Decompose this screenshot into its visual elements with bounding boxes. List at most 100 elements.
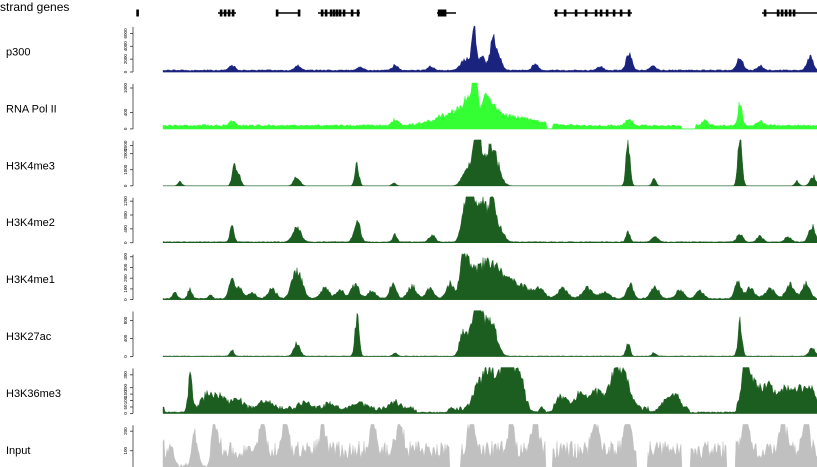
y-tick-label: 50 (123, 404, 128, 410)
gene-exon (320, 9, 324, 17)
gene-exon (612, 9, 616, 17)
track-label: p300 (6, 47, 30, 59)
gene-exon (297, 9, 301, 17)
y-tick-label: 0 (123, 70, 128, 73)
y-tick-label: 400 (123, 225, 128, 233)
gene-exon (619, 9, 623, 17)
gene-exon (763, 9, 767, 17)
track-label: H3K4me1 (6, 274, 55, 286)
y-tick-label: 6000 (123, 28, 128, 39)
y-tick-label: 2000 (123, 54, 128, 65)
track-label: H3K27ac (6, 331, 52, 343)
gene-exon (792, 9, 796, 17)
y-tick-label: 1000 (123, 82, 128, 93)
y-tick-label: 200 (123, 427, 128, 435)
gene-exon (231, 9, 235, 17)
signal-area (163, 139, 817, 186)
signal-area (162, 25, 817, 73)
gene-exon (563, 9, 567, 17)
gene-exon (338, 9, 342, 17)
y-tick-label: 400 (123, 334, 128, 342)
gene-exon (441, 9, 445, 17)
y-tick-label: 4000 (123, 41, 128, 52)
signal-area (162, 82, 817, 130)
gene-model (275, 9, 301, 17)
gene-track-label: strand genes (0, 0, 69, 14)
y-tick-label: 0 (123, 355, 128, 358)
gene-exon (223, 9, 227, 17)
signal-area (162, 196, 817, 243)
gene-exon (329, 9, 333, 17)
y-tick-label: 400 (123, 108, 128, 116)
gene-exon (574, 9, 578, 17)
signal-area (162, 253, 817, 300)
track-label: Input (6, 445, 30, 457)
gene-model (218, 9, 236, 17)
y-tick-label: 100 (123, 285, 128, 293)
y-tick-label: 200 (123, 274, 128, 282)
y-tick-label: 0 (123, 127, 128, 130)
gene-exon (788, 9, 792, 17)
y-tick-label: 800 (123, 316, 128, 324)
gene-exon (136, 9, 139, 17)
track-label: H3K36me3 (6, 388, 61, 400)
gene-track: strand genes (0, 0, 817, 17)
gene-exon (627, 9, 631, 17)
y-tick-label: 0 (123, 412, 128, 415)
signal-area (162, 310, 817, 357)
gene-exon (776, 9, 780, 17)
gene-exon (780, 9, 784, 17)
y-tick-label: 0 (123, 298, 128, 301)
y-tick-label: 0 (123, 184, 128, 187)
y-tick-label: 150 (123, 390, 128, 398)
gene-exon (350, 9, 354, 17)
gene-exon (443, 9, 447, 17)
track-h3k27ac: H3K27ac 0 400 800 (6, 310, 817, 358)
gene-exon (554, 9, 558, 17)
gene-exon (599, 9, 603, 17)
track-p300: p300 0 2000 4000 6000 (6, 25, 817, 73)
gene-exon (342, 9, 346, 17)
y-tick-label: 0 (123, 241, 128, 244)
y-tick-label: 1000 (123, 164, 128, 175)
gene-exon (437, 9, 441, 17)
gene-exon (594, 9, 598, 17)
track-input: Input0100200 (6, 424, 817, 467)
track-h3k4me2: H3K4me2 0 400 800 1200 (6, 196, 817, 244)
gene-exon (784, 9, 788, 17)
gene-exon (439, 9, 443, 17)
gene-exon (332, 9, 336, 17)
y-tick-label: 100 (123, 446, 128, 454)
track-label: RNA Pol II (6, 103, 57, 115)
y-tick-label: 100 (123, 396, 128, 404)
y-tick-label: 2500 (123, 140, 128, 151)
y-tick-label: 2000 (123, 148, 128, 159)
y-tick-label: 300 (123, 371, 128, 379)
track-h3k4me1: H3K4me1 0 100 200 300 400 (6, 252, 817, 301)
track-label: H3K4me3 (6, 160, 55, 172)
y-tick-label: 400 (123, 252, 128, 260)
gene-exon (605, 9, 609, 17)
y-tick-label: 300 (123, 263, 128, 271)
track-rna-pol-ii: RNA Pol II 0 400 1000 (6, 82, 817, 130)
gene-exon (356, 9, 360, 17)
gene-exon (584, 9, 588, 17)
y-tick-label: 200 (123, 383, 128, 391)
gene-model (437, 9, 456, 17)
gene-exon (324, 9, 328, 17)
gene-model (136, 9, 139, 17)
y-tick-label: 1200 (123, 196, 128, 207)
track-label: H3K4me2 (6, 217, 55, 229)
gene-model (554, 9, 632, 17)
gene-exon (335, 9, 339, 17)
gene-exon (275, 9, 279, 17)
gene-exon (219, 9, 223, 17)
gene-model (762, 9, 817, 17)
gene-exon (227, 9, 231, 17)
signal-area (162, 424, 817, 467)
gene-model (318, 9, 360, 17)
